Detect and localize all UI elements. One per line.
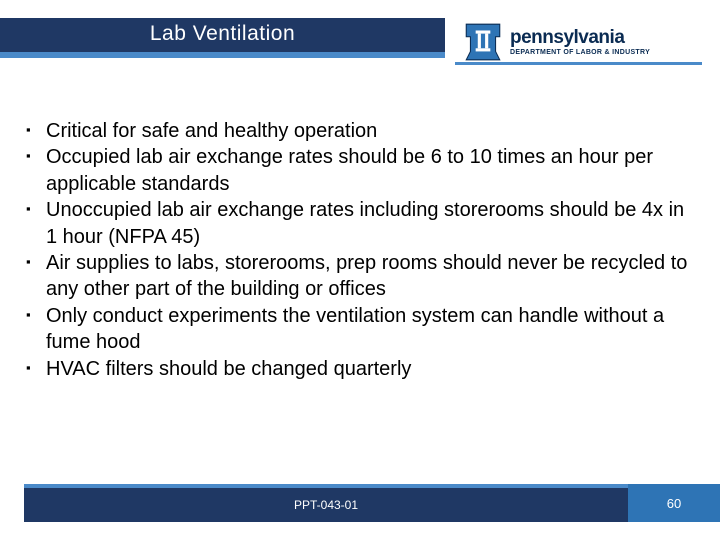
bullet-item: Unoccupied lab air exchange rates includ… <box>24 197 696 250</box>
slide-content: Critical for safe and healthy operation … <box>24 118 696 382</box>
bullet-item: HVAC filters should be changed quarterly <box>24 356 696 382</box>
footer-code: PPT-043-01 <box>294 498 358 512</box>
logo-state-name: pennsylvania <box>510 28 650 47</box>
state-logo: pennsylvania DEPARTMENT OF LABOR & INDUS… <box>462 16 702 68</box>
keystone-icon <box>462 20 504 64</box>
page-number-value: 60 <box>667 496 681 511</box>
page-number: 60 <box>628 484 720 522</box>
bullet-item: Air supplies to labs, storerooms, prep r… <box>24 250 696 303</box>
footer-bar: PPT-043-01 <box>24 488 628 522</box>
bullet-list: Critical for safe and healthy operation … <box>24 118 696 382</box>
logo-dept-name: DEPARTMENT OF LABOR & INDUSTRY <box>510 49 650 56</box>
logo-text: pennsylvania DEPARTMENT OF LABOR & INDUS… <box>510 28 650 56</box>
title-bar-accent <box>0 52 445 58</box>
logo-underline <box>455 62 702 65</box>
bullet-item: Critical for safe and healthy operation <box>24 118 696 144</box>
bullet-item: Occupied lab air exchange rates should b… <box>24 144 696 197</box>
slide-header: Lab Ventilation pennsylvania DEPARTMENT … <box>0 0 720 80</box>
bullet-item: Only conduct experiments the ventilation… <box>24 303 696 356</box>
slide-footer: PPT-043-01 60 <box>0 488 720 522</box>
slide-title: Lab Ventilation <box>0 22 445 46</box>
